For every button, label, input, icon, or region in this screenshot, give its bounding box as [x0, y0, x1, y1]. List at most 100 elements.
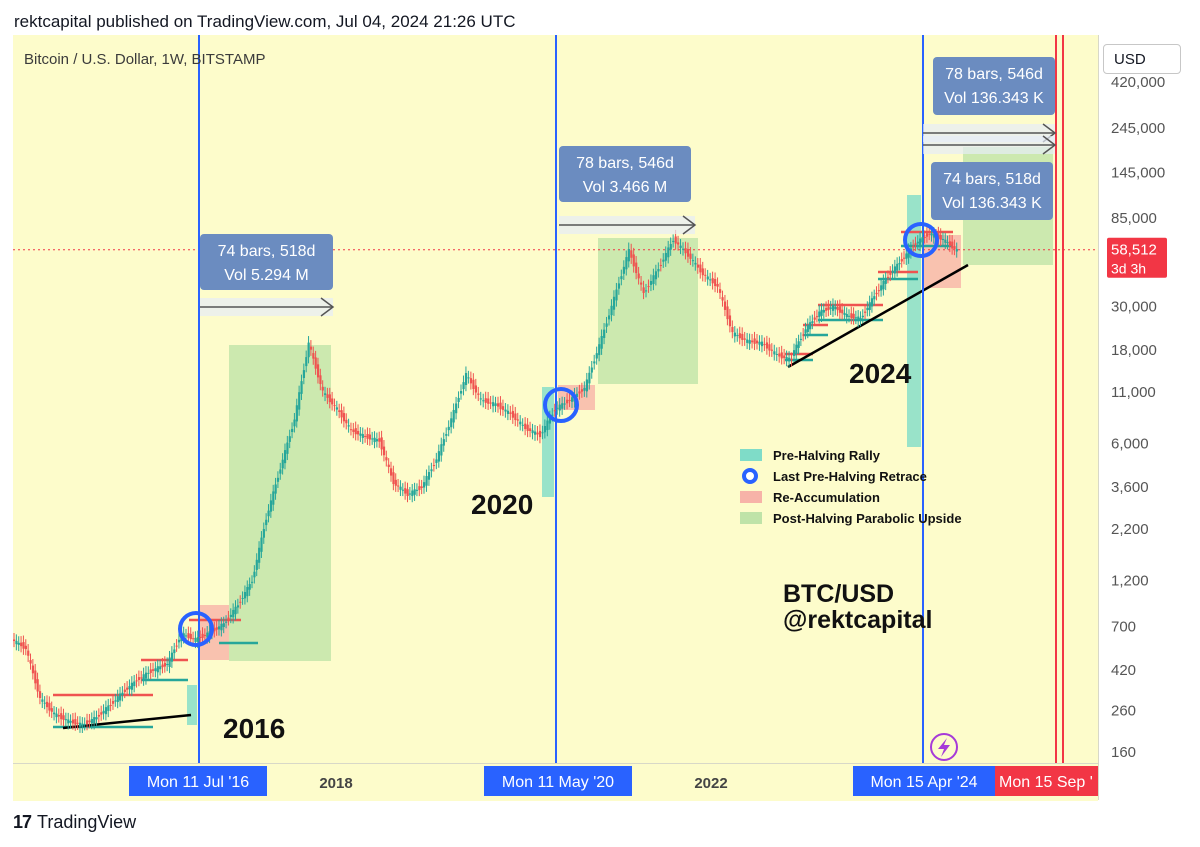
candle-body: [307, 342, 310, 358]
candle-body: [907, 249, 910, 258]
candle-body: [588, 372, 591, 384]
candle-body: [206, 632, 209, 638]
measure-vol-label: Vol 3.466 M: [583, 179, 668, 196]
post-halving-zone: [229, 345, 331, 661]
trendline: [787, 263, 969, 369]
price-tick-label: 245,000: [1111, 120, 1165, 137]
price-tick-label: 420,000: [1111, 74, 1165, 91]
candle-body: [314, 357, 317, 369]
price-tick-label: 1,200: [1111, 573, 1149, 590]
candle-body: [418, 486, 421, 490]
price-axis[interactable]: 420,000 245,000 145,000 85,000 30,000 18,000 1…: [1098, 35, 1187, 800]
candle-body: [719, 289, 722, 293]
candle-body: [831, 304, 835, 311]
candle-body: [489, 402, 492, 404]
halving-date-badge: [484, 766, 632, 796]
candle-body: [773, 351, 776, 355]
legend-circle-swatch: [742, 468, 758, 484]
measure-arrowhead: [320, 297, 335, 317]
candle-body: [696, 264, 699, 268]
candle-body: [371, 438, 374, 440]
candle-body: [541, 432, 544, 434]
candle-body: [785, 357, 788, 361]
candle-body: [241, 597, 244, 599]
candle-body: [361, 434, 364, 438]
candle-body: [331, 398, 334, 405]
candle-body: [62, 715, 65, 720]
candle-body: [674, 236, 677, 244]
legend-swatch: [740, 449, 762, 461]
candle-body: [378, 438, 381, 442]
candle-body: [768, 344, 771, 351]
candle-body: [691, 260, 695, 262]
candle-body: [265, 519, 268, 526]
candle-body: [558, 404, 561, 411]
candle-body: [269, 500, 273, 512]
candle-body: [324, 393, 327, 395]
candle-body: [411, 490, 414, 497]
candle-body: [645, 290, 648, 292]
candle-body: [815, 316, 819, 318]
candle-body: [843, 312, 846, 315]
candle-body: [38, 691, 42, 699]
candle-body: [392, 472, 395, 485]
candle-body: [380, 437, 383, 450]
candle-body: [620, 276, 623, 280]
candle-body: [69, 720, 72, 723]
candle-body: [201, 633, 204, 638]
candle-body: [916, 241, 919, 244]
legend-item: Post-Halving Parabolic Upside: [773, 511, 962, 526]
candle-body: [605, 323, 608, 327]
candle-body: [617, 283, 621, 289]
candle-body: [349, 429, 353, 431]
candle-body: [568, 399, 571, 401]
candle-body: [156, 666, 159, 673]
candle-body: [57, 715, 60, 717]
candle-body: [144, 672, 148, 679]
candle-body: [758, 341, 761, 345]
candle-body: [622, 266, 625, 274]
candle-body: [731, 326, 734, 333]
currency-button[interactable]: USD: [1103, 44, 1181, 74]
candle-body: [104, 707, 108, 715]
candle-body: [152, 669, 155, 671]
candle-body: [811, 321, 814, 323]
time-axis[interactable]: 2018 2022 Mon 11 Jul '16 Mon 11 May '20 Mon …: [13, 763, 1098, 801]
candle-body: [420, 486, 423, 488]
candle-body: [97, 714, 101, 717]
candle-body: [194, 637, 197, 642]
price-tick-label: 145,000: [1111, 165, 1165, 182]
chart-area[interactable]: 74 bars, 518d Vol 5.294 M 78 bars, 546d Vol…: [13, 35, 1098, 763]
candle-body: [802, 334, 805, 336]
candle-body: [437, 451, 440, 462]
candle-body: [845, 313, 848, 318]
candle-body: [903, 257, 906, 259]
candle-body: [723, 301, 727, 310]
candle-body: [347, 425, 350, 427]
candle-body: [401, 489, 404, 491]
candle-body: [529, 428, 532, 431]
tradingview-logo[interactable]: 17 TradingView: [13, 812, 136, 833]
candle-body: [578, 391, 581, 394]
candle-body: [905, 253, 908, 259]
candle-body: [882, 280, 885, 290]
candle-body: [854, 317, 858, 319]
price-chart[interactable]: 74 bars, 518d Vol 5.294 M 78 bars, 546d Vol…: [13, 35, 1098, 763]
candle-body: [394, 479, 397, 486]
candle-body: [71, 719, 75, 724]
candle-body: [177, 639, 181, 643]
tv-logo-mark: 17: [13, 812, 32, 832]
candle-body: [147, 672, 150, 674]
candle-body: [199, 636, 202, 638]
candle-body: [442, 439, 445, 446]
candle-body: [321, 386, 324, 391]
candle-body: [864, 311, 867, 313]
candle-body: [866, 307, 869, 311]
candle-body: [440, 444, 443, 456]
candle-body: [364, 435, 367, 437]
candle-body: [175, 645, 178, 647]
candle-body: [524, 423, 527, 430]
measure-bars-label: 74 bars, 518d: [218, 243, 316, 260]
candle-body: [657, 268, 660, 272]
candle-body: [763, 344, 766, 346]
